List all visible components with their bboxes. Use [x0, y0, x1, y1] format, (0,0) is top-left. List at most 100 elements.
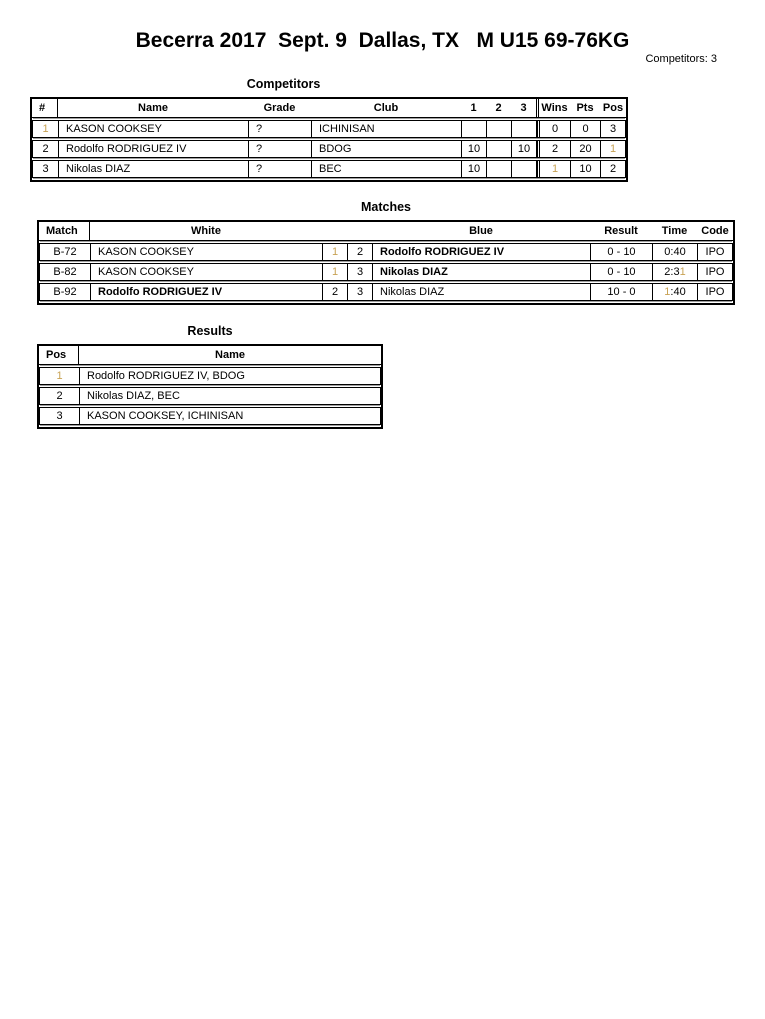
white-competitor-name: KASON COOKSEY: [91, 244, 323, 260]
competitor-wins: 2: [537, 141, 571, 157]
competitor-grade: ?: [249, 121, 312, 137]
match-time-part: :40: [670, 286, 686, 298]
header-cell-round3: 3: [520, 102, 527, 114]
competitor-grade: ?: [249, 141, 312, 157]
white-competitor-number: 2: [323, 284, 348, 300]
match-code: IPO: [705, 286, 725, 298]
competitor-round1-score: 10: [462, 141, 487, 157]
white-competitor-number: 1: [323, 264, 348, 280]
competitor-number: 3: [33, 161, 59, 177]
competitor-pos: 2: [609, 163, 617, 175]
match-row: B-92 Rodolfo RODRIGUEZ IV 2 3 Nikolas DI…: [39, 283, 733, 301]
match-id: B-72: [40, 244, 91, 260]
competitor-pts: 20: [571, 141, 601, 157]
result-name: Nikolas DIAZ, BEC: [87, 390, 180, 402]
match-time-part: 1: [664, 286, 671, 298]
competitor-number: 1: [33, 121, 59, 137]
match-result: 0 - 10: [591, 264, 653, 280]
competitor-round3-score: [512, 161, 537, 177]
header-cell-code: Code: [701, 225, 729, 237]
header-cell-name: Name: [138, 102, 168, 114]
header-cell-spacer: [322, 222, 372, 240]
result-pos: 3: [40, 408, 80, 424]
header-cell-round1: 1: [470, 102, 477, 114]
competitor-name: Rodolfo RODRIGUEZ IV: [59, 141, 249, 157]
competitors-header-row: # Name Grade Club 1 2 3 Wins Pts Pos: [32, 99, 626, 118]
competitor-row: 3 Nikolas DIAZ ? BEC 10 1 10 2: [32, 160, 626, 178]
result-pos: 2: [40, 388, 80, 404]
header-cell-round2: 2: [495, 102, 502, 114]
match-result: 10 - 0: [591, 284, 653, 300]
result-row: 1 Rodolfo RODRIGUEZ IV, BDOG: [39, 367, 381, 385]
header-cell-time: Time: [661, 225, 688, 237]
header-cell-blue: Blue: [469, 225, 493, 237]
competitor-round1-score: [462, 121, 487, 137]
header-cell-match: Match: [39, 222, 90, 240]
match-row: B-82 KASON COOKSEY 1 3 Nikolas DIAZ 0 - …: [39, 263, 733, 281]
matches-header-row: Match White Blue Result Time Code: [39, 222, 733, 241]
competitor-pos: 3: [609, 123, 617, 135]
competitors-count: Competitors: 3: [645, 53, 717, 65]
blue-competitor-number: 3: [348, 264, 373, 280]
header-cell-white: White: [191, 225, 221, 237]
header-cell-pos: Pos: [602, 102, 624, 114]
match-row: B-72 KASON COOKSEY 1 2 Rodolfo RODRIGUEZ…: [39, 243, 733, 261]
result-name: Rodolfo RODRIGUEZ IV, BDOG: [87, 370, 245, 382]
header-cell-result: Result: [604, 225, 638, 237]
header-cell-pts: Pts: [576, 102, 594, 114]
header-cell-name: Name: [215, 349, 245, 361]
match-id: B-92: [40, 284, 91, 300]
match-time-part: 0:40: [664, 246, 686, 258]
results-section-title: Results: [187, 324, 233, 338]
header-cell-grade: Grade: [263, 102, 296, 114]
match-result: 0 - 10: [591, 244, 653, 260]
white-competitor-name: Rodolfo RODRIGUEZ IV: [91, 284, 323, 300]
competitor-club: ICHINISAN: [312, 121, 462, 137]
competitor-row: 1 KASON COOKSEY ? ICHINISAN 0 0 3: [32, 120, 626, 138]
competitor-wins: 0: [537, 121, 571, 137]
competitor-grade: ?: [249, 161, 312, 177]
blue-competitor-number: 3: [348, 284, 373, 300]
match-time-part: 1: [679, 266, 686, 278]
matches-table: Match White Blue Result Time Code B-72 K…: [37, 220, 735, 305]
competitor-round1-score: 10: [462, 161, 487, 177]
competitor-round3-score: [512, 121, 537, 137]
competitors-section-title: Competitors: [246, 77, 321, 91]
matches-section-title: Matches: [360, 200, 412, 214]
competitor-pts: 10: [571, 161, 601, 177]
blue-competitor-number: 2: [348, 244, 373, 260]
match-time-part: 2:3: [664, 266, 680, 278]
blue-competitor-name: Nikolas DIAZ: [373, 264, 591, 280]
results-header-row: Pos Name: [39, 346, 381, 365]
competitor-pts: 0: [571, 121, 601, 137]
competitor-round2-score: [487, 141, 512, 157]
competitor-name: KASON COOKSEY: [59, 121, 249, 137]
competitor-round2-score: [487, 161, 512, 177]
page-title: Becerra 2017 Sept. 9 Dallas, TX M U15 69…: [135, 29, 630, 52]
header-cell-club: Club: [373, 102, 399, 114]
match-time: 1:40: [653, 284, 698, 300]
header-cell-number: #: [32, 99, 58, 117]
competitor-round2-score: [487, 121, 512, 137]
header-cell-wins: Wins: [536, 99, 570, 117]
match-code: IPO: [705, 266, 725, 278]
blue-competitor-name: Nikolas DIAZ: [373, 284, 591, 300]
white-competitor-number: 1: [323, 244, 348, 260]
result-name: KASON COOKSEY, ICHINISAN: [87, 410, 244, 422]
result-row: 2 Nikolas DIAZ, BEC: [39, 387, 381, 405]
competitor-pos: 1: [609, 143, 617, 155]
competitor-wins: 1: [537, 161, 571, 177]
match-id: B-82: [40, 264, 91, 280]
competitors-table: # Name Grade Club 1 2 3 Wins Pts Pos 1 K…: [30, 97, 628, 182]
competitor-club: BDOG: [312, 141, 462, 157]
match-code: IPO: [705, 246, 725, 258]
competitor-name: Nikolas DIAZ: [59, 161, 249, 177]
white-competitor-name: KASON COOKSEY: [91, 264, 323, 280]
competitor-number: 2: [33, 141, 59, 157]
match-time: 2:31: [653, 264, 698, 280]
result-pos: 1: [40, 368, 80, 384]
header-cell-pos: Pos: [39, 346, 79, 364]
competitor-round3-score: 10: [512, 141, 537, 157]
blue-competitor-name: Rodolfo RODRIGUEZ IV: [373, 244, 591, 260]
result-row: 3 KASON COOKSEY, ICHINISAN: [39, 407, 381, 425]
